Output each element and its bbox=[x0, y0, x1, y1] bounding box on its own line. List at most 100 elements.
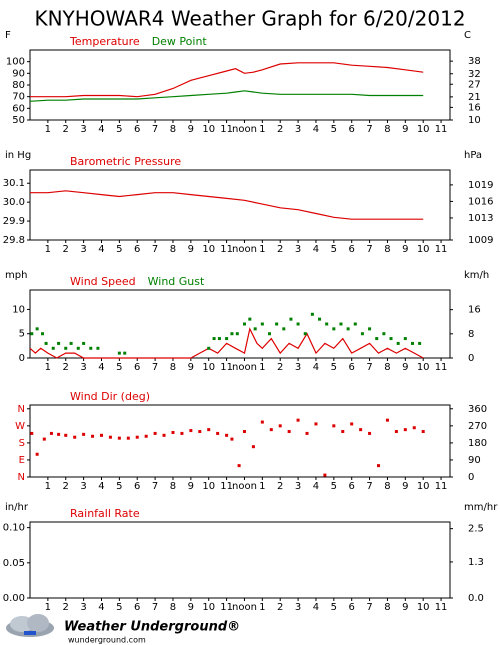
y-axis-label: mph bbox=[5, 270, 27, 281]
x-tick-label: 3 bbox=[80, 244, 86, 255]
data-point bbox=[198, 430, 202, 434]
data-point bbox=[42, 437, 46, 441]
data-point bbox=[377, 464, 381, 468]
data-point bbox=[368, 431, 372, 435]
y2-tick-label: 1013 bbox=[468, 213, 493, 224]
data-point bbox=[260, 322, 264, 326]
data-point bbox=[51, 346, 55, 350]
data-point bbox=[375, 337, 379, 341]
x-tick-label: 7 bbox=[366, 362, 372, 373]
x-tick-label: 8 bbox=[384, 481, 390, 492]
x-tick-label: noon bbox=[232, 602, 257, 613]
x-tick-label: 8 bbox=[384, 244, 390, 255]
y2-tick-label: 38 bbox=[468, 56, 481, 67]
data-point bbox=[310, 312, 314, 316]
data-point bbox=[278, 424, 282, 428]
x-tick-label: 6 bbox=[349, 124, 355, 135]
data-point bbox=[359, 428, 363, 432]
data-point bbox=[305, 431, 309, 435]
x-tick-label: 8 bbox=[384, 362, 390, 373]
x-tick-label: 3 bbox=[295, 481, 301, 492]
data-point bbox=[275, 322, 279, 326]
x-tick-label: 2 bbox=[63, 481, 69, 492]
y-tick-label: 100 bbox=[6, 57, 25, 68]
data-point bbox=[123, 351, 127, 355]
y-tick-label: 10 bbox=[12, 304, 25, 315]
x-tick-label: 5 bbox=[331, 244, 337, 255]
legend-entry: Barometric Pressure bbox=[70, 155, 181, 168]
x-tick-label: 2 bbox=[63, 124, 69, 135]
data-point bbox=[64, 346, 68, 350]
x-tick-label: 5 bbox=[331, 481, 337, 492]
data-point bbox=[323, 473, 327, 477]
y2-tick-label: 2.5 bbox=[468, 524, 484, 535]
plot-frame bbox=[29, 49, 451, 121]
data-point bbox=[318, 317, 322, 321]
y-tick-label: 29.9 bbox=[3, 216, 25, 227]
data-point bbox=[314, 422, 318, 426]
data-point bbox=[35, 327, 39, 331]
x-tick-label: 7 bbox=[366, 244, 372, 255]
data-point bbox=[418, 341, 422, 345]
data-point bbox=[30, 332, 34, 336]
x-tick-label: 10 bbox=[417, 244, 430, 255]
x-tick-label: 2 bbox=[277, 362, 283, 373]
y-tick-label: 5 bbox=[19, 329, 25, 340]
plot-frame bbox=[29, 289, 451, 359]
x-tick-label: 7 bbox=[152, 124, 158, 135]
x-tick-label: 9 bbox=[402, 124, 408, 135]
y2-tick-label: 0 bbox=[468, 353, 474, 364]
x-tick-label: 1 bbox=[259, 244, 265, 255]
data-point bbox=[91, 434, 95, 438]
y-tick-label: 30.1 bbox=[3, 178, 25, 189]
x-tick-label: 11 bbox=[220, 362, 233, 373]
data-point bbox=[412, 426, 416, 430]
x-tick-label: 11 bbox=[220, 244, 233, 255]
x-tick-label: 2 bbox=[63, 244, 69, 255]
x-tick-label: 10 bbox=[417, 124, 430, 135]
y-tick-label: 0.00 bbox=[3, 593, 25, 604]
x-tick-label: 3 bbox=[295, 602, 301, 613]
data-point bbox=[267, 332, 271, 336]
x-tick-label: 6 bbox=[134, 124, 140, 135]
y-tick-label: 30.0 bbox=[3, 197, 25, 208]
data-point bbox=[225, 337, 229, 341]
data-point bbox=[289, 317, 293, 321]
data-point bbox=[253, 327, 257, 331]
x-tick-label: 2 bbox=[277, 244, 283, 255]
data-point bbox=[69, 341, 73, 345]
x-tick-label: 6 bbox=[349, 602, 355, 613]
x-tick-label: 11 bbox=[435, 602, 448, 613]
data-point bbox=[207, 346, 211, 350]
y2-tick-label: 1009 bbox=[468, 235, 493, 246]
legend-entry: Wind Gust bbox=[148, 275, 205, 288]
x-tick-label: 11 bbox=[435, 244, 448, 255]
x-tick-label: noon bbox=[232, 362, 257, 373]
data-point bbox=[350, 422, 354, 426]
data-point bbox=[242, 322, 246, 326]
x-tick-label: 9 bbox=[402, 481, 408, 492]
data-point bbox=[235, 332, 239, 336]
data-point bbox=[303, 332, 307, 336]
x-tick-label: 3 bbox=[295, 362, 301, 373]
data-point bbox=[242, 430, 246, 434]
x-tick-label: 3 bbox=[295, 124, 301, 135]
x-tick-label: 10 bbox=[202, 362, 215, 373]
data-point bbox=[287, 430, 291, 434]
y-axis-label: in/hr bbox=[5, 502, 29, 513]
x-tick-label: 5 bbox=[331, 362, 337, 373]
data-point bbox=[217, 337, 221, 341]
x-tick-label: 4 bbox=[313, 362, 319, 373]
x-tick-label: 3 bbox=[80, 602, 86, 613]
data-point bbox=[41, 332, 45, 336]
x-tick-label: 3 bbox=[80, 124, 86, 135]
x-tick-label: 6 bbox=[134, 481, 140, 492]
x-tick-label: 7 bbox=[152, 244, 158, 255]
y2-tick-label: 27 bbox=[468, 79, 481, 90]
brand-url: wunderground.com bbox=[68, 636, 146, 645]
x-tick-label: 1 bbox=[259, 481, 265, 492]
legend-entry: Temperature bbox=[69, 35, 140, 48]
plot-frame bbox=[29, 404, 451, 478]
y-tick-label: S bbox=[19, 438, 25, 449]
